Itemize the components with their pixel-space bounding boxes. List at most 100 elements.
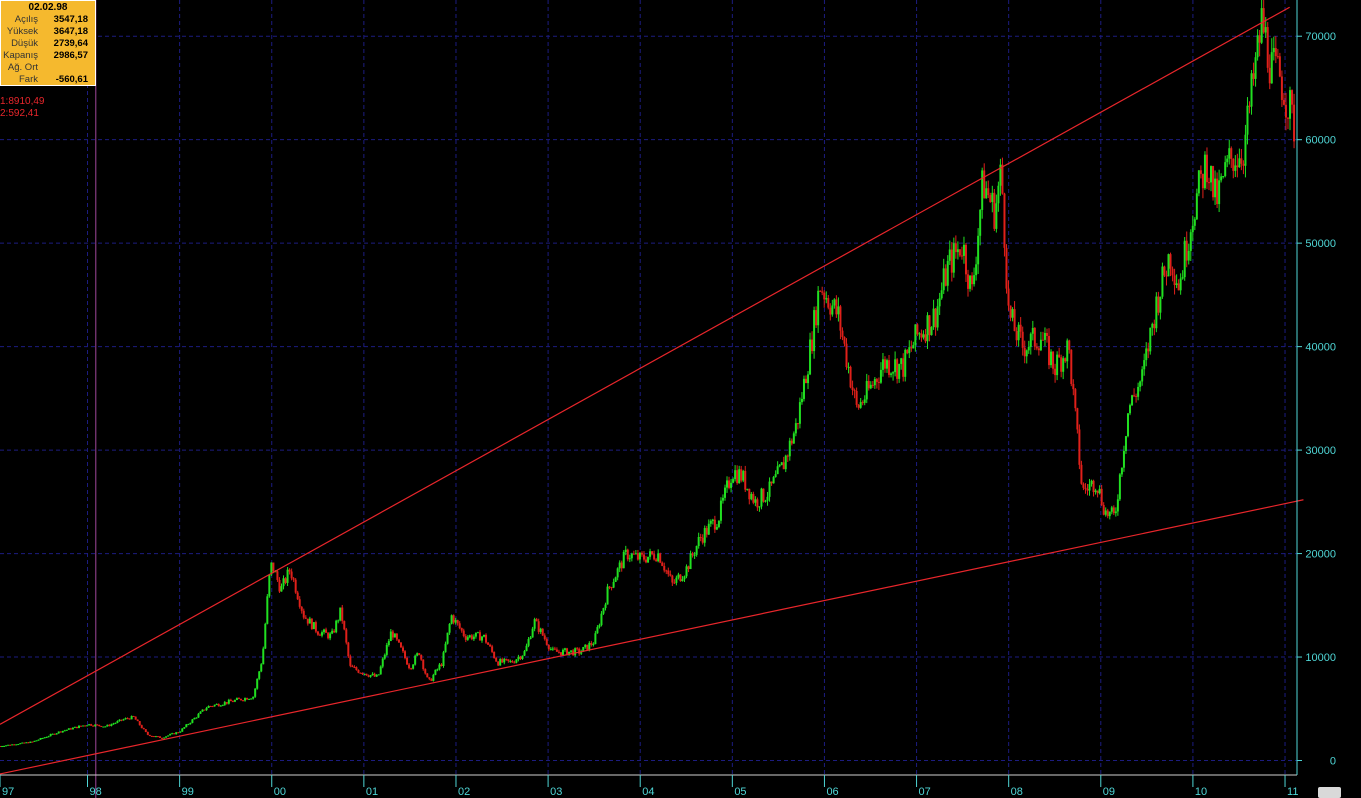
candle-down	[365, 673, 368, 676]
candle-down	[458, 623, 461, 629]
candle-up	[1027, 346, 1030, 351]
candle-up	[308, 618, 311, 624]
candle-up	[1256, 35, 1259, 58]
candle-down	[1216, 178, 1219, 205]
candle-down	[883, 359, 886, 369]
candle-up	[11, 744, 14, 746]
y-tick-label: 40000	[1305, 342, 1336, 354]
y-tick-label: 20000	[1305, 549, 1336, 561]
candle-down	[756, 499, 759, 508]
candle-up	[912, 344, 915, 349]
candle-up	[466, 637, 469, 640]
candle-up	[726, 480, 729, 488]
candle-up	[1195, 193, 1198, 220]
candle-up	[104, 726, 107, 728]
candle-down	[705, 528, 708, 535]
candle-up	[416, 653, 419, 656]
candle-up	[329, 633, 332, 639]
candle-up	[114, 722, 117, 724]
candle-up	[1124, 436, 1127, 451]
candle-up	[37, 739, 40, 741]
candle-down	[294, 579, 297, 593]
scrollbar-thumb[interactable]	[1318, 787, 1341, 798]
candle-down	[361, 672, 364, 675]
candle-down	[1003, 193, 1006, 248]
candle-up	[387, 641, 390, 646]
candle-up	[873, 379, 876, 386]
candle-down	[1076, 408, 1079, 430]
info-value: 3647,18	[53, 26, 88, 37]
candle-up	[312, 622, 315, 630]
candle-down	[853, 390, 856, 392]
chart-grid	[0, 0, 1297, 775]
candle-down	[120, 719, 123, 721]
candle-up	[19, 743, 22, 745]
candle-down	[1199, 170, 1202, 174]
candle-down	[1096, 490, 1099, 494]
candle-up	[600, 613, 603, 626]
candle-up	[930, 327, 933, 336]
trendline-2-label: 2:592,41	[0, 108, 39, 119]
candle-down	[487, 642, 490, 645]
candle-up	[831, 305, 834, 315]
candle-up	[468, 635, 471, 638]
candle-up	[1197, 170, 1200, 194]
trendline-2[interactable]	[0, 499, 1304, 775]
x-tick-label: 02	[458, 786, 470, 798]
candle-up	[1118, 474, 1121, 500]
candle-down	[318, 634, 321, 636]
candle-down	[69, 728, 72, 730]
candle-up	[286, 569, 289, 583]
candle-up	[221, 704, 224, 706]
candle-up	[638, 552, 641, 560]
candle-up	[1264, 27, 1267, 33]
candle-up	[833, 299, 836, 306]
candle-down	[566, 648, 569, 656]
candle-up	[17, 744, 20, 746]
candle-up	[436, 669, 439, 671]
candle-down	[1262, 8, 1265, 33]
candle-down	[829, 307, 832, 315]
candle-up	[973, 275, 976, 285]
candle-down	[460, 628, 463, 631]
candle-up	[450, 615, 453, 624]
trendline-1[interactable]	[0, 6, 1290, 725]
candle-up	[940, 290, 943, 299]
candle-down	[928, 315, 931, 336]
candle-up	[798, 402, 801, 424]
candle-up	[568, 651, 571, 656]
candle-down	[341, 607, 344, 622]
y-tick-label: 10000	[1305, 652, 1336, 664]
trendline-1-label: 1:8910,49	[0, 96, 45, 107]
candle-up	[946, 260, 949, 286]
candle-up	[1203, 154, 1206, 189]
candle-down	[373, 673, 376, 677]
x-axis-ticks: 97 98 99 00 01 02 03 04 05 06 07 08 09 10 11	[0, 775, 1298, 798]
candle-down	[701, 537, 704, 543]
info-value	[38, 62, 95, 74]
x-tick-label: 05	[734, 786, 746, 798]
candle-up	[760, 488, 763, 507]
candle-down	[1242, 163, 1245, 166]
candle-down	[1248, 105, 1251, 107]
candle-down	[902, 358, 905, 377]
candle-down	[1054, 368, 1057, 376]
trendlines[interactable]	[0, 6, 1304, 775]
candle-up	[57, 731, 60, 734]
candle-up	[962, 244, 965, 256]
candle-up	[1104, 510, 1107, 515]
candle-up	[977, 235, 980, 265]
candle-down	[292, 578, 295, 580]
candle-up	[776, 466, 779, 475]
candle-down	[296, 592, 299, 600]
y-tick-label: 50000	[1305, 238, 1336, 250]
candle-up	[3, 745, 6, 747]
candle-up	[723, 487, 726, 498]
candle-up	[730, 482, 733, 488]
candle-down	[553, 648, 556, 650]
candle-up	[580, 651, 583, 654]
info-row-low: Düşük 2739,64	[1, 38, 95, 50]
candle-up	[975, 264, 978, 276]
candle-down	[910, 347, 913, 349]
